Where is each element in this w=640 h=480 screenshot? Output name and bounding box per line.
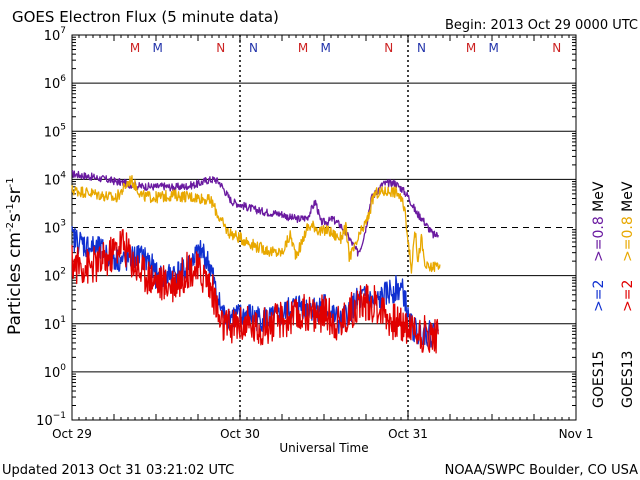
series-line xyxy=(71,174,441,274)
y-tick-label: 107 xyxy=(44,26,66,44)
y-tick-exponent: 1 xyxy=(60,315,66,325)
y-tick-base: 10 xyxy=(44,29,61,44)
legend-goes15-low-label: >=0.8 xyxy=(591,216,607,262)
y-tick-exponent: 5 xyxy=(60,122,66,132)
y-tick-exponent: 3 xyxy=(60,219,66,229)
credit-text: NOAA/SWPC Boulder, CO USA xyxy=(445,463,638,478)
y-tick-base: 10 xyxy=(44,77,61,92)
legend-goes15-sat: GOES15 xyxy=(591,351,607,408)
chart-title: GOES Electron Flux (5 minute data) xyxy=(12,8,279,26)
y-tick-label: 106 xyxy=(44,74,67,92)
x-tick-label: Oct 29 xyxy=(52,427,92,441)
y-tick-base: 10 xyxy=(44,173,61,188)
y-tick-label: 102 xyxy=(44,267,66,285)
day-marker-m: M xyxy=(466,41,476,55)
y-tick-label: 103 xyxy=(44,219,66,237)
day-marker-n: N xyxy=(384,41,393,55)
x-tick-label: Oct 31 xyxy=(388,427,428,441)
legend: >=0.8 MeV >=0.8 MeV >=2 >=2 GOES15 GOES1… xyxy=(591,181,636,408)
legend-goes13-high: >=2 xyxy=(620,280,636,312)
y-label-exp-3: -1 xyxy=(5,177,16,187)
legend-goes15-high: >=2 xyxy=(591,280,607,312)
y-tick-label: 104 xyxy=(44,170,67,188)
y-tick-exponent: 4 xyxy=(60,170,66,180)
day-marker-m: M xyxy=(130,41,140,55)
y-tick-label: 10−1 xyxy=(36,411,66,429)
legend-goes13-low-label: >=0.8 xyxy=(620,216,636,262)
legend-goes15-low-unit: MeV xyxy=(591,181,607,212)
legend-goes13-sat: GOES13 xyxy=(620,351,636,408)
y-label-text-3: sr xyxy=(5,187,25,203)
y-tick-exponent: 7 xyxy=(60,26,66,36)
data-series xyxy=(71,170,441,354)
day-marker-m: M xyxy=(321,41,331,55)
day-marker-n: N xyxy=(216,41,225,55)
legend-goes15-low: >=0.8 MeV xyxy=(591,181,607,262)
x-tick-label: Nov 1 xyxy=(559,427,594,441)
day-marker-n: N xyxy=(552,41,561,55)
day-marker-n: N xyxy=(249,41,258,55)
y-tick-label: 105 xyxy=(44,122,66,140)
day-marker-m: M xyxy=(489,41,499,55)
legend-goes13-low: >=0.8 MeV xyxy=(620,181,636,262)
begin-time: Begin: 2013 Oct 29 0000 UTC xyxy=(445,18,638,33)
y-tick-base: 10 xyxy=(44,125,61,140)
y-tick-exponent: 6 xyxy=(60,74,66,84)
updated-timestamp: Updated 2013 Oct 31 03:21:02 UTC xyxy=(2,463,234,478)
y-tick-base: 10 xyxy=(44,270,61,285)
y-tick-exponent: 2 xyxy=(60,267,66,277)
y-label-text-1: Particles cm xyxy=(5,232,25,335)
y-tick-exponent: −1 xyxy=(53,411,66,421)
y-label-exp-2: -1 xyxy=(5,203,16,213)
y-tick-base: 10 xyxy=(44,318,61,333)
series-line xyxy=(71,229,439,354)
x-tick-label: Oct 30 xyxy=(220,427,260,441)
day-marker-n: N xyxy=(417,41,426,55)
y-tick-base: 10 xyxy=(44,366,61,381)
y-label-text-2: s xyxy=(5,213,25,222)
y-tick-label: 100 xyxy=(44,363,67,381)
x-axis-label: Universal Time xyxy=(279,441,368,455)
y-tick-base: 10 xyxy=(44,222,61,237)
y-tick-base: 10 xyxy=(36,414,53,429)
y-label-exp-1: -2 xyxy=(5,222,16,232)
legend-goes13-low-unit: MeV xyxy=(620,181,636,212)
y-axis-label: Particles cm-2s-1sr-1 xyxy=(5,177,25,335)
day-marker-m: M xyxy=(153,41,163,55)
y-tick-exponent: 0 xyxy=(60,363,66,373)
y-tick-label: 101 xyxy=(44,315,66,333)
day-marker-m: M xyxy=(298,41,308,55)
